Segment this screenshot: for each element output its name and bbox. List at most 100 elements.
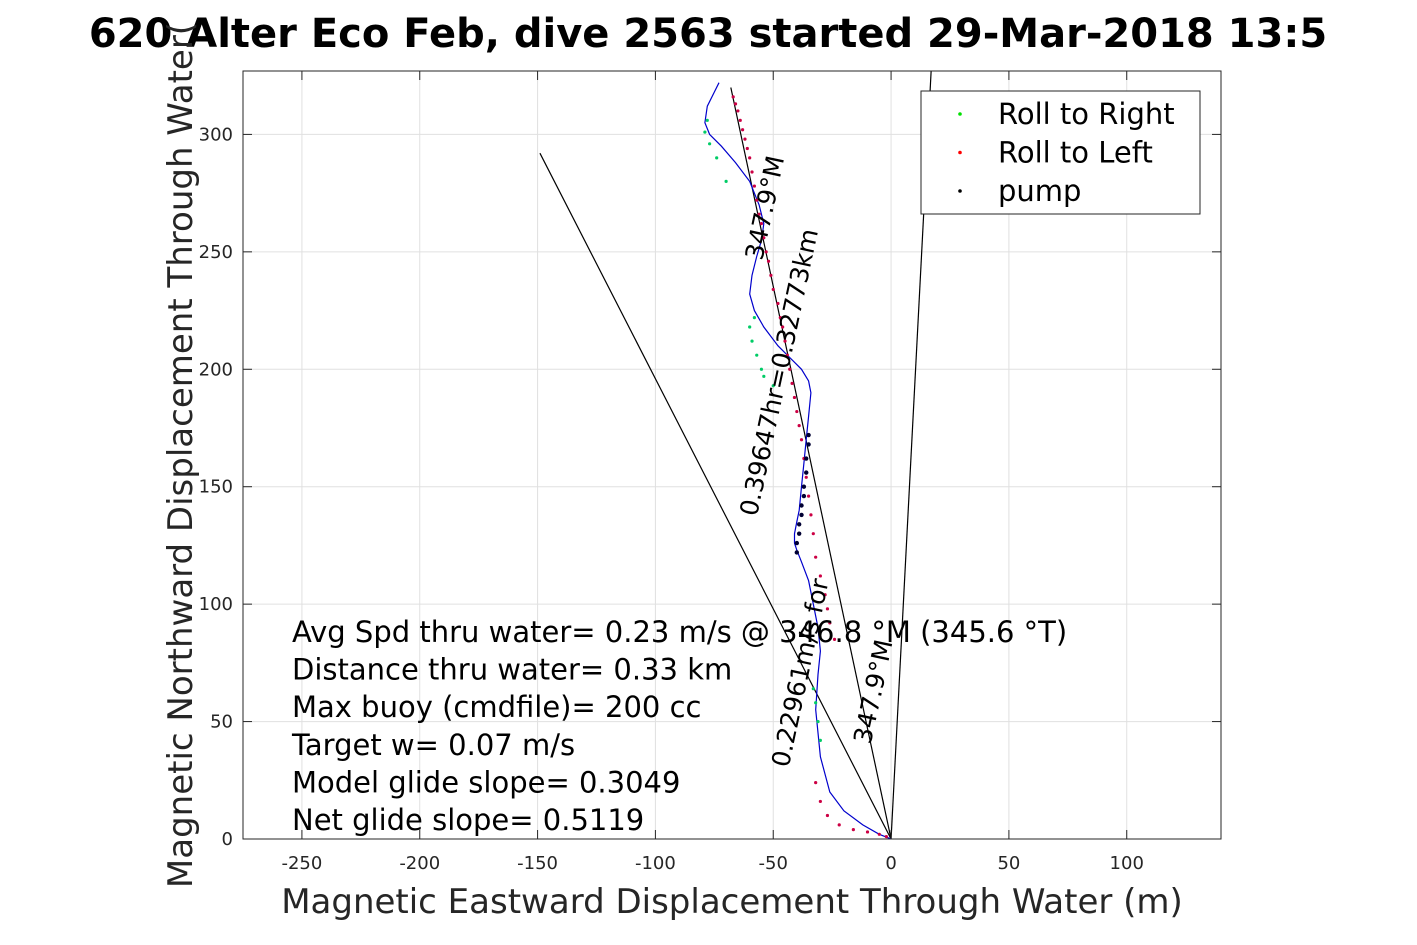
- heading-line: [730, 87, 892, 839]
- roll-right-point: [762, 374, 766, 378]
- roll-left-point: [828, 621, 832, 625]
- y-axis-label: Magnetic Northward Displacement Through …: [161, 22, 201, 888]
- roll-left-point: [809, 513, 813, 517]
- roll-left-point: [792, 395, 797, 400]
- legend-label: Roll to Left: [998, 136, 1153, 170]
- y-tick-label: 0: [222, 829, 233, 850]
- legend-label: pump: [998, 174, 1081, 208]
- roll-left-point: [804, 475, 808, 479]
- stat-line: Target w= 0.07 m/s: [291, 728, 575, 762]
- legend-box: [920, 90, 1201, 215]
- roll-left-point: [795, 409, 799, 414]
- x-tick-label: 100: [1110, 853, 1144, 874]
- roll-right-point: [818, 738, 822, 742]
- pump-point: [806, 432, 811, 438]
- roll-left-point: [741, 128, 745, 132]
- roll-left-point: [814, 781, 818, 785]
- roll-left-point: [884, 835, 888, 839]
- roll-left-point: [764, 250, 768, 254]
- legend-marker: [958, 150, 962, 155]
- pump-point: [804, 470, 809, 475]
- roll-right-point: [748, 325, 752, 329]
- y-tick-label: 100: [199, 594, 233, 615]
- stat-line: Model glide slope= 0.3049: [292, 765, 680, 799]
- roll-right-point: [750, 339, 754, 343]
- roll-left-point: [731, 95, 735, 99]
- roll-left-point: [766, 259, 771, 263]
- roll-left-point: [762, 236, 766, 240]
- stats-annotation: Avg Spd thru water= 0.23 m/s @ 346.8 °M …: [291, 615, 1067, 837]
- roll-right-point: [814, 701, 818, 705]
- roll-right-point: [724, 179, 728, 183]
- stat-line: Max buoy (cmdfile)= 200 cc: [292, 690, 701, 724]
- roll-left-point: [790, 381, 794, 385]
- roll-left-point: [832, 637, 837, 641]
- roll-left-point: [745, 146, 749, 151]
- pump-point: [794, 550, 800, 555]
- roll-left-point: [799, 438, 804, 442]
- pump-point: [799, 512, 804, 518]
- roll-left-point: [738, 118, 742, 122]
- y-tick-label: 50: [210, 712, 233, 733]
- roll-right-point: [705, 118, 709, 122]
- roll-left-point: [750, 170, 754, 174]
- y-tick-label: 300: [199, 124, 233, 145]
- roll-left-point: [783, 339, 787, 343]
- roll-left-point: [825, 607, 830, 611]
- roll-right-point: [771, 384, 775, 388]
- roll-left-point: [818, 574, 822, 578]
- plot-frame: [242, 70, 1222, 840]
- roll-left-point: [877, 832, 881, 836]
- plot-content: [539, 71, 932, 839]
- chart-title: 620 Alter Eco Feb, dive 2563 started 29-…: [89, 11, 1327, 57]
- axis-ticks: -250 -200 -150 -100 -50 0 50 100 0 50 100 150 200 250…: [199, 71, 1221, 874]
- roll-left-point: [755, 198, 759, 202]
- roll-right-point: [811, 687, 815, 691]
- legend-marker: [958, 112, 962, 116]
- roll-right-point: [759, 367, 764, 371]
- roll-left-point: [837, 823, 841, 827]
- stat-line: Avg Spd thru water= 0.23 m/s @ 346.8 °M …: [292, 615, 1067, 649]
- roll-left-point: [757, 212, 761, 216]
- roll-left-point: [736, 109, 740, 113]
- roll-left-point: [865, 830, 870, 834]
- x-tick-label: -150: [517, 853, 558, 874]
- roll-left-point: [788, 367, 792, 371]
- x-tick-label: 0: [885, 853, 896, 874]
- pump-point: [794, 540, 800, 546]
- x-tick-label: -50: [759, 853, 788, 874]
- pump-point: [804, 456, 809, 461]
- roll-left-point: [823, 593, 827, 597]
- roll-left-point: [733, 102, 738, 106]
- y-tick-label: 200: [199, 359, 233, 380]
- stat-line: Net glide slope= 0.5119: [292, 803, 644, 837]
- roll-left-point: [818, 799, 822, 804]
- roll-left-point: [811, 532, 815, 536]
- pump-point: [801, 484, 807, 489]
- roll-right-point: [708, 142, 712, 146]
- x-tick-label: -100: [635, 853, 676, 874]
- legend-label: Roll to Right: [998, 97, 1175, 131]
- roll-right-point: [755, 353, 759, 357]
- roll-left-point: [851, 828, 855, 832]
- roll-right-point: [703, 130, 707, 134]
- roll-right-point: [715, 156, 719, 160]
- y-tick-label: 250: [199, 242, 233, 263]
- roll-left-point: [781, 325, 785, 329]
- roll-left-point: [785, 353, 789, 357]
- pump-point: [796, 531, 802, 536]
- roll-right-point: [816, 719, 820, 724]
- roll-left-point: [825, 813, 830, 818]
- legend: Roll to Right Roll to Left pump: [920, 90, 1201, 215]
- roll-left-point: [778, 316, 782, 320]
- roll-left-point: [771, 287, 775, 292]
- stat-line: Distance thru water= 0.33 km: [292, 653, 732, 687]
- roll-left-point: [814, 555, 818, 559]
- roll-left-point: [752, 184, 756, 188]
- pump-point: [806, 442, 811, 447]
- x-tick-label: -200: [399, 853, 440, 874]
- legend-marker: [958, 189, 962, 193]
- x-tick-label: 50: [997, 853, 1020, 874]
- x-axis-label: Magnetic Eastward Displacement Through W…: [281, 882, 1183, 922]
